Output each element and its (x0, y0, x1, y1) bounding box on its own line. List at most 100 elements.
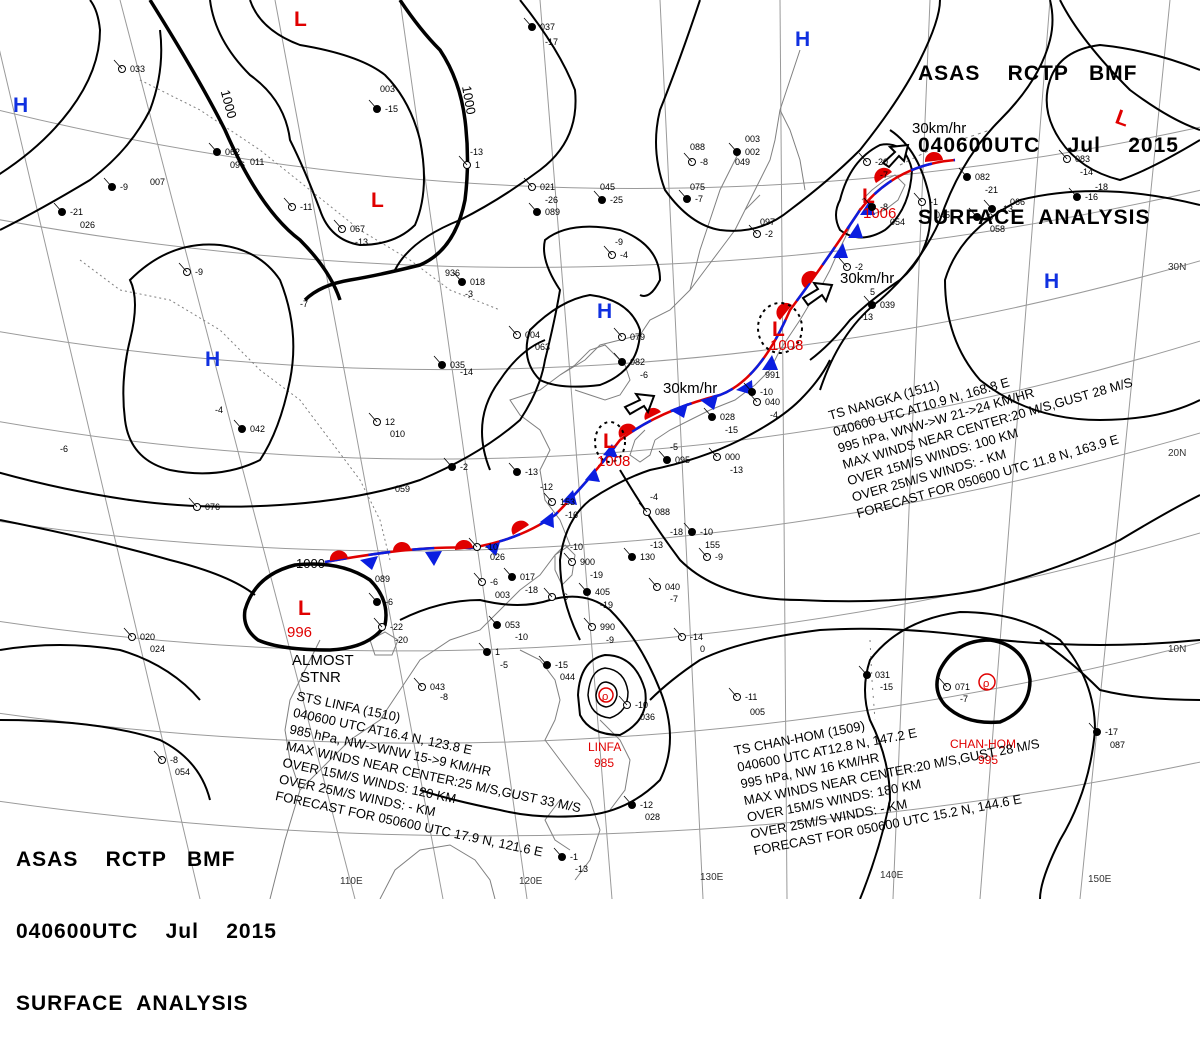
station-value: -5 (670, 442, 678, 452)
station-value: 042 (250, 424, 265, 434)
header-top-right: ASAS RCTP BMF 040600UTC Jul 2015 SURFACE… (918, 14, 1179, 254)
station-value: 067 (350, 224, 365, 234)
station-value: 097 (760, 217, 775, 227)
station-value: 096 (230, 160, 245, 170)
station-value: -18 (670, 527, 683, 537)
motion-label: 30km/hr (912, 120, 966, 137)
station-value: 1 (475, 160, 480, 170)
chanhom-map-name: CHAN-HOM (950, 737, 1016, 751)
station-value: -7 (695, 194, 703, 204)
station-value: -13 (650, 540, 663, 550)
isobar (655, 0, 941, 232)
station-value: 054 (890, 217, 905, 227)
storm-info-nangka: TS NANGKA (1511) 040600 UTC AT10.9 N, 16… (827, 374, 1135, 521)
wind-barb-icon (443, 457, 453, 468)
isobar (595, 681, 618, 708)
wind-barb-icon (838, 257, 848, 268)
station-value: -14 (690, 632, 703, 642)
station-value: 059 (395, 484, 410, 494)
wind-barb-icon (233, 419, 243, 430)
station-value: 075 (690, 182, 705, 192)
wind-barb-icon (283, 197, 293, 208)
wind-barb-icon (658, 450, 668, 461)
station-value: -6 (640, 370, 648, 380)
wind-barb-icon (523, 17, 533, 28)
station-value: 003 (745, 134, 760, 144)
station-value: -12 (640, 800, 653, 810)
station-value: 043 (430, 682, 445, 692)
station-value: 003 (495, 590, 510, 600)
wind-barb-icon (413, 677, 423, 688)
station-value: -20 (395, 635, 408, 645)
station-value: -13 (1000, 204, 1013, 214)
storm-info-linfa: STS LINFA (1510) 040600 UTC AT16.4 N, 12… (274, 688, 582, 859)
station-value: -1 (930, 197, 938, 207)
wind-barb-icon (368, 99, 378, 110)
station-value: 088 (655, 507, 670, 517)
station-value: 405 (595, 587, 610, 597)
station-value: -9 (195, 267, 203, 277)
station-value: -1 (570, 852, 578, 862)
station-value: 031 (875, 670, 890, 680)
wind-barb-icon (613, 327, 623, 338)
lat-label: 10N (1168, 644, 1186, 655)
isobar (619, 469, 1200, 603)
wind-barb-icon (368, 592, 378, 603)
isobar (242, 562, 388, 652)
wind-barb-icon (153, 750, 163, 761)
station-value: 010 (390, 429, 405, 439)
station-value: -4 (770, 410, 778, 420)
station-value: -6 (490, 577, 498, 587)
station-value: -13 (470, 147, 483, 157)
wind-barb-icon (1058, 149, 1068, 160)
station-value: 082 (975, 172, 990, 182)
wind-barb-icon (488, 615, 498, 626)
wind-barb-icon (728, 687, 738, 698)
station-value: 0 (700, 644, 705, 654)
station-value: -8 (440, 692, 448, 702)
isobar (0, 519, 256, 596)
isobar (0, 719, 211, 801)
station-value: -10 (570, 542, 583, 552)
lat-label: 30N (1168, 262, 1186, 273)
station-value: -19 (600, 600, 613, 610)
station-value: 028 (645, 812, 660, 822)
station-value: -10 (485, 542, 498, 552)
station-value: -10 (760, 387, 773, 397)
linfa-map-pressure: 985 (594, 756, 614, 770)
station-value: -22 (390, 622, 403, 632)
station-value: -7 (880, 170, 888, 180)
stationary-label-line: STNR (300, 669, 341, 686)
station-value: 000 (725, 452, 740, 462)
high-symbol: H (795, 28, 810, 51)
svg-text:ϱ: ϱ (602, 691, 608, 703)
wind-barb-icon (563, 552, 573, 563)
station-value: -13 (860, 312, 873, 322)
wind-barb-icon (433, 355, 443, 366)
low-symbol: L (772, 318, 785, 341)
station-value: -10 (700, 527, 713, 537)
low-outlines (594, 302, 803, 463)
wind-barb-icon (368, 412, 378, 423)
wind-barb-icon (523, 177, 533, 188)
low-symbol: L (371, 189, 384, 212)
station-value: -10 (515, 632, 528, 642)
high-symbol: H (13, 94, 28, 117)
station-value: -6 (385, 597, 393, 607)
station-value: -4 (215, 405, 223, 415)
station-value: -9 (606, 635, 614, 645)
isobar (835, 143, 914, 239)
station-value: -8 (700, 157, 708, 167)
header-time: 040600UTC Jul 2015 (16, 920, 277, 943)
station-value: 083 (1075, 154, 1090, 164)
station-value: 037 (540, 22, 555, 32)
wind-barb-icon (913, 192, 923, 203)
station-value: 004 (525, 330, 540, 340)
station-value: -7 (300, 299, 308, 309)
isobar (0, 225, 662, 508)
station-value: -7 (670, 594, 678, 604)
station-value: -15 (385, 104, 398, 114)
isobar-label: 1000 (218, 88, 240, 120)
wind-barb-icon (208, 142, 218, 153)
station-value: 087 (1110, 740, 1125, 750)
